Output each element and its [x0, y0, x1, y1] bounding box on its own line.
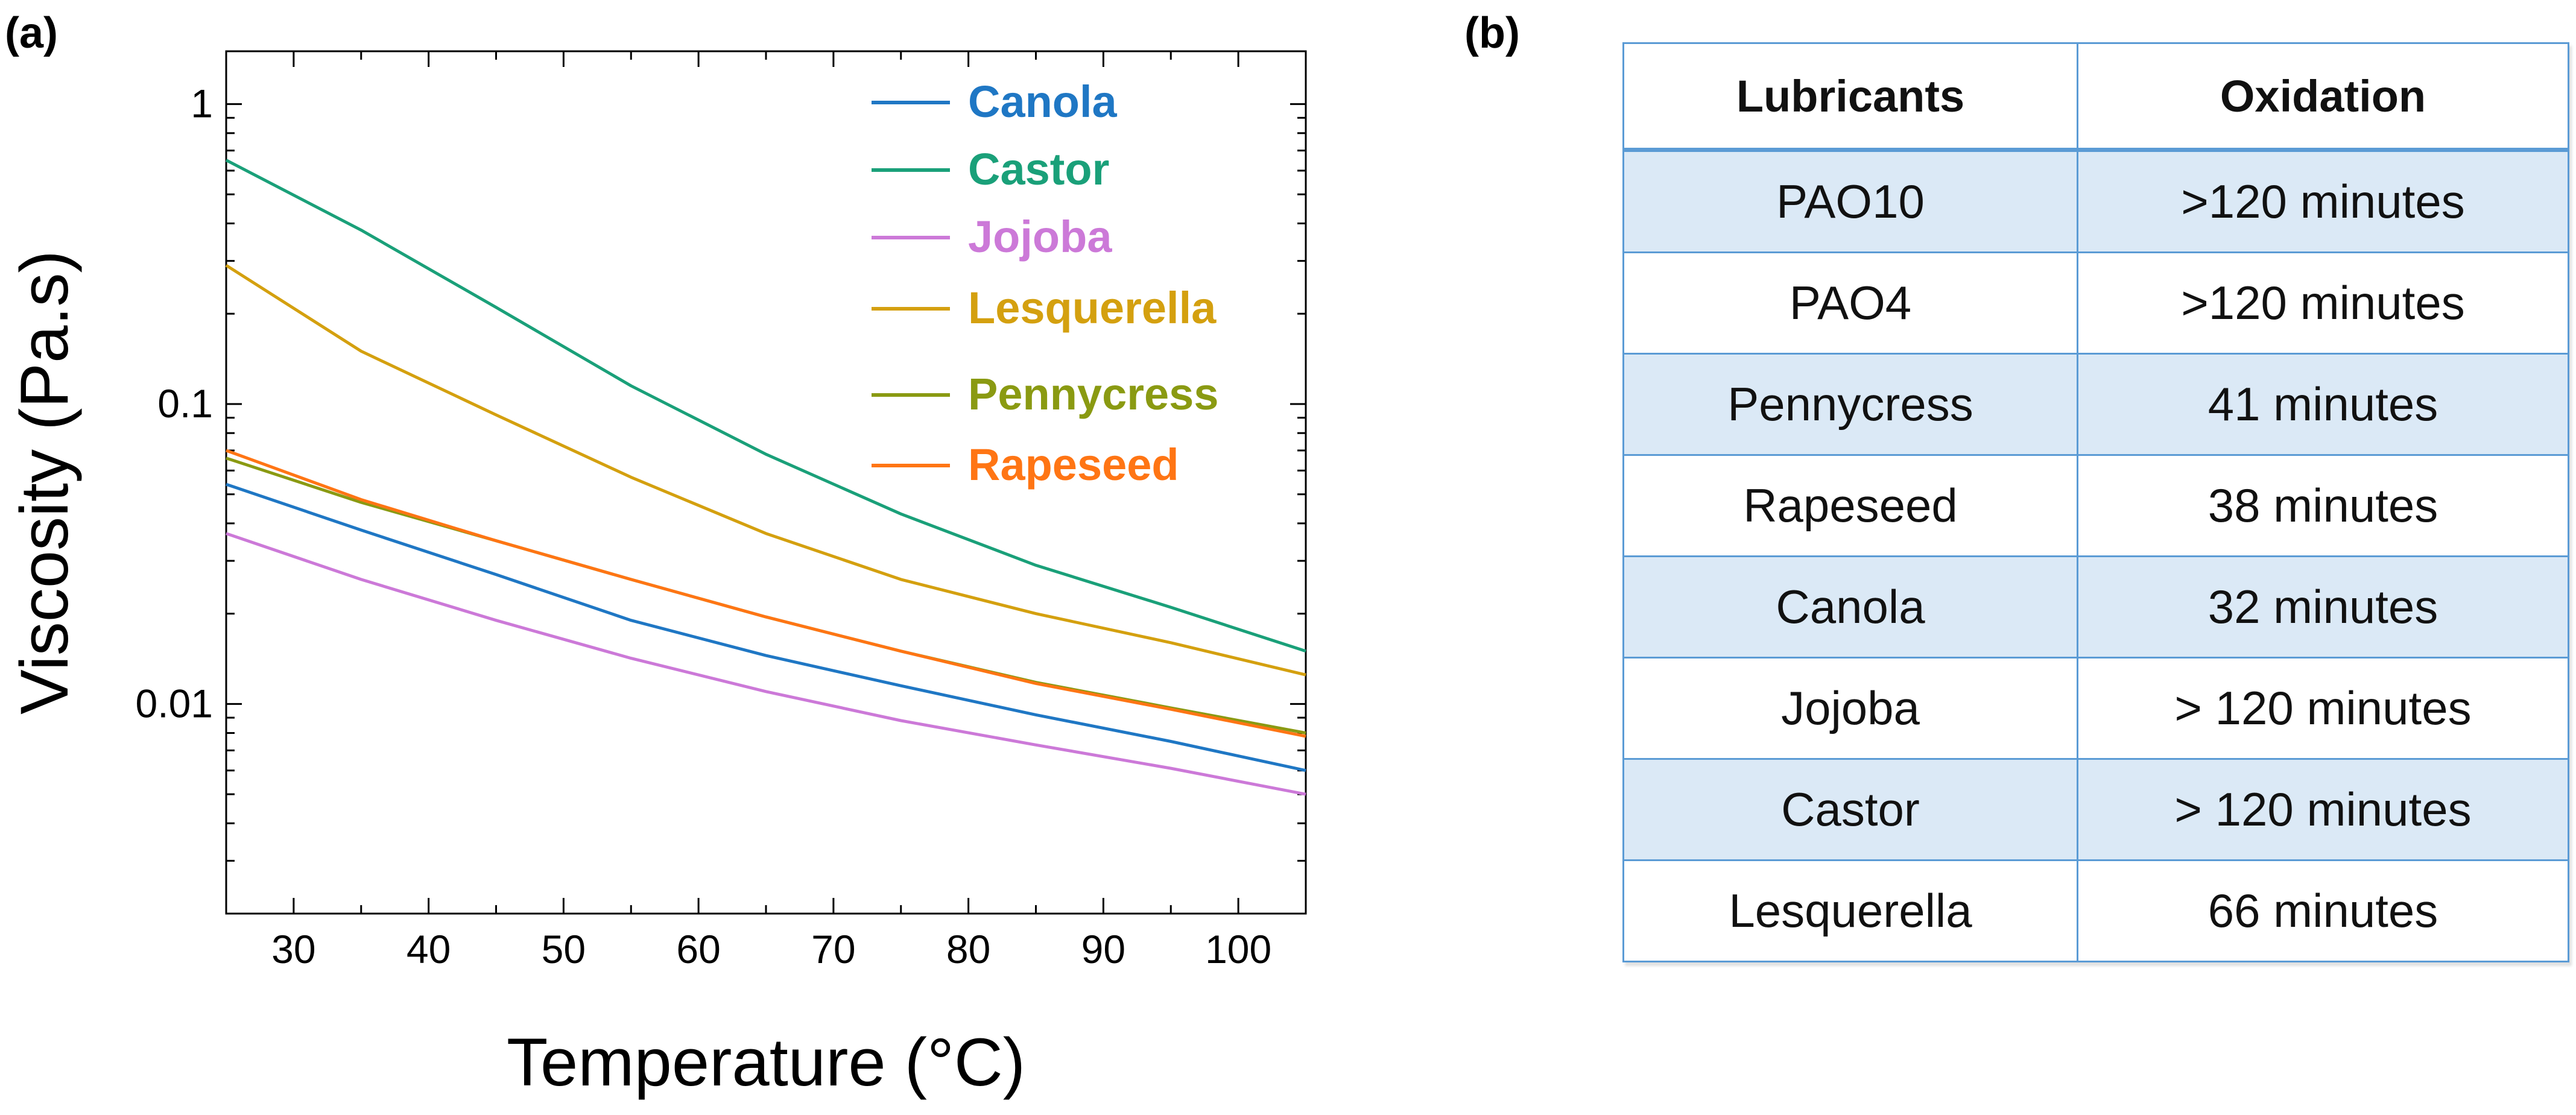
table-header-row: Lubricants Oxidation [1622, 42, 2569, 152]
lubricant-cell: Rapeseed [1622, 454, 2078, 557]
x-tick-label: 30 [271, 927, 315, 971]
legend-label: Canola [968, 77, 1118, 127]
y-axis-label: Viscosity (Pa.s) [7, 250, 82, 715]
panel-label-a: (a) [5, 9, 58, 57]
header-oxidation: Oxidation [2077, 42, 2569, 152]
lubricant-cell: Pennycress [1622, 353, 2078, 456]
x-tick-label: 90 [1081, 927, 1125, 971]
y-tick-label: 0.1 [157, 381, 213, 426]
lubricant-cell: Lesquerella [1622, 859, 2078, 962]
lubricant-cell: PAO10 [1622, 149, 2078, 253]
oxidation-cell: 32 minutes [2077, 555, 2569, 659]
legend-label: Castor [968, 144, 1109, 194]
series-line-castor [225, 159, 1306, 653]
table-row: Canola 32 minutes [1622, 555, 2569, 659]
series-line-jojoba [226, 532, 1306, 796]
series-line-rapeseed [226, 449, 1306, 738]
oxidation-cell: 66 minutes [2077, 859, 2569, 962]
oxidation-table: Lubricants Oxidation PAO10 >120 minutes … [1622, 42, 2569, 962]
lubricant-cell: PAO4 [1622, 251, 2078, 355]
table-row: PAO10 >120 minutes [1622, 149, 2569, 253]
legend-label: Jojoba [968, 212, 1112, 262]
oxidation-cell: >120 minutes [2077, 251, 2569, 355]
x-tick-label: 80 [946, 927, 990, 971]
series-lines [225, 159, 1306, 796]
lubricant-cell: Canola [1622, 555, 2078, 659]
x-tick-label: 60 [676, 927, 720, 971]
panel-label-b: (b) [1464, 9, 1520, 57]
x-axis-label: Temperature (°C) [507, 1025, 1025, 1100]
series-line-canola [226, 482, 1306, 772]
legend-label: Pennycress [968, 369, 1219, 419]
x-tick-label: 100 [1205, 927, 1271, 971]
x-tick-label: 70 [811, 927, 855, 971]
x-tick-label: 50 [542, 927, 586, 971]
oxidation-cell: 41 minutes [2077, 353, 2569, 456]
y-tick-label: 1 [191, 81, 213, 126]
lubricant-cell: Castor [1622, 758, 2078, 861]
series-line-lesquerella [225, 264, 1306, 677]
legend: Canola Castor Jojoba Lesquerella Pennycress R… [872, 77, 1219, 490]
table-row: Rapeseed 38 minutes [1622, 454, 2569, 557]
table-row: Lesquerella 66 minutes [1622, 859, 2569, 962]
header-lubricants: Lubricants [1622, 42, 2078, 152]
table-row: PAO4 >120 minutes [1622, 251, 2569, 355]
oxidation-cell: > 120 minutes [2077, 758, 2569, 861]
table-row: Pennycress 41 minutes [1622, 353, 2569, 456]
legend-label: Rapeseed [968, 440, 1179, 490]
lubricant-cell: Jojoba [1622, 657, 2078, 760]
table-row: Castor > 120 minutes [1622, 758, 2569, 861]
viscosity-chart: 30 40 50 60 70 80 90 100 0.01 0.1 1 Canola Castor Jo… [7, 50, 1307, 1100]
oxidation-cell: > 120 minutes [2077, 657, 2569, 760]
legend-label: Lesquerella [968, 283, 1217, 333]
axis-ticks: 30 40 50 60 70 80 90 100 0.01 0.1 1 [136, 51, 1307, 971]
y-tick-label: 0.01 [136, 681, 213, 725]
oxidation-cell: >120 minutes [2077, 149, 2569, 253]
table-row: Jojoba > 120 minutes [1622, 657, 2569, 760]
x-tick-label: 40 [407, 927, 451, 971]
oxidation-cell: 38 minutes [2077, 454, 2569, 557]
